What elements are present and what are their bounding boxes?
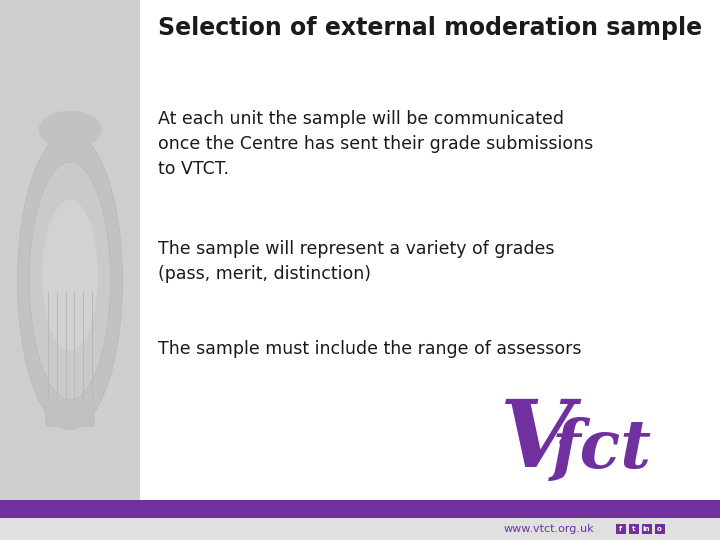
- Bar: [642, 524, 652, 535]
- Bar: [616, 524, 626, 535]
- Text: V: V: [500, 396, 574, 486]
- Ellipse shape: [17, 132, 122, 429]
- Bar: [0, 500, 720, 518]
- Text: f: f: [619, 526, 622, 532]
- Text: The sample must include the range of assessors: The sample must include the range of ass…: [158, 340, 582, 358]
- Bar: [140, 0, 720, 540]
- Text: t: t: [632, 526, 635, 532]
- Bar: [45, 405, 95, 427]
- Bar: [0, 0, 140, 540]
- Bar: [0, 518, 720, 540]
- Text: www.vtct.org.uk: www.vtct.org.uk: [504, 524, 595, 535]
- Text: The sample will represent a variety of grades
(pass, merit, distinction): The sample will represent a variety of g…: [158, 240, 554, 283]
- Ellipse shape: [30, 162, 111, 400]
- Text: Selection of external moderation sample: Selection of external moderation sample: [158, 16, 702, 40]
- Text: fct: fct: [552, 417, 652, 482]
- Ellipse shape: [38, 111, 102, 148]
- Text: At each unit the sample will be communicated
once the Centre has sent their grad: At each unit the sample will be communic…: [158, 110, 593, 178]
- Text: in: in: [643, 526, 650, 532]
- Bar: [654, 524, 665, 535]
- Text: o: o: [657, 526, 662, 532]
- Bar: [629, 524, 639, 535]
- Ellipse shape: [42, 200, 98, 351]
